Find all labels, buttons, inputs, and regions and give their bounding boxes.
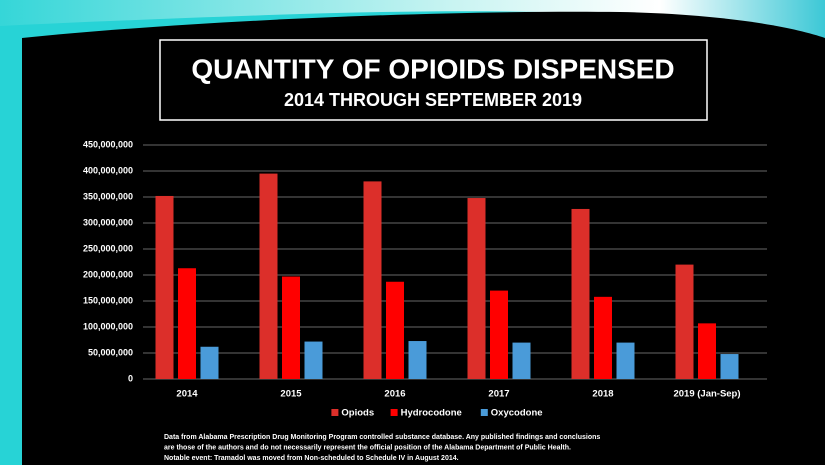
x-tick-label: 2015 — [280, 389, 302, 400]
y-tick-label: 150,000,000 — [83, 295, 133, 305]
bar — [675, 264, 694, 379]
x-tick-label: 2017 — [488, 389, 509, 400]
chart-subtitle: 2014 THROUGH SEPTEMBER 2019 — [284, 90, 582, 110]
legend-label: Oxycodone — [491, 408, 543, 419]
y-tick-label: 50,000,000 — [88, 347, 133, 357]
x-tick-label: 2019 (Jan-Sep) — [673, 389, 740, 400]
bar — [282, 276, 300, 379]
bar — [490, 290, 508, 379]
bar — [178, 268, 196, 379]
footnote: are those of the authors and do not nece… — [164, 444, 571, 451]
bar — [720, 354, 739, 379]
bar — [467, 198, 486, 379]
bar — [408, 341, 427, 379]
bar — [571, 208, 590, 379]
legend-label: Hydrocodone — [401, 408, 462, 419]
title-box — [159, 39, 708, 121]
bar — [259, 173, 278, 379]
bar — [698, 323, 716, 379]
legend-swatch — [480, 409, 488, 416]
bar — [616, 342, 635, 379]
y-tick-label: 450,000,000 — [83, 139, 133, 149]
x-tick-label: 2018 — [592, 389, 613, 400]
y-tick-label: 300,000,000 — [83, 217, 133, 227]
top-swoosh — [0, 0, 825, 40]
legend-swatch — [390, 409, 398, 416]
x-tick-label: 2014 — [176, 389, 198, 400]
y-tick-label: 100,000,000 — [83, 321, 133, 331]
bar — [363, 181, 382, 379]
y-tick-label: 250,000,000 — [83, 243, 133, 253]
y-tick-label: 0 — [128, 373, 133, 383]
bar — [512, 342, 531, 379]
legend-swatch — [331, 409, 339, 416]
bar — [155, 195, 174, 379]
legend-label: Opiods — [341, 408, 374, 419]
y-tick-label: 350,000,000 — [83, 191, 133, 201]
bar — [386, 281, 404, 379]
bar — [594, 296, 612, 379]
x-tick-label: 2016 — [384, 389, 405, 400]
bar — [200, 346, 219, 379]
bar — [304, 341, 323, 379]
y-tick-label: 400,000,000 — [83, 165, 133, 175]
y-tick-label: 200,000,000 — [83, 269, 133, 279]
footnote: Notable event: Tramadol was moved from N… — [164, 455, 459, 462]
chart-title: QUANTITY OF OPIOIDS DISPENSED — [191, 53, 674, 84]
footnote: Data from Alabama Prescription Drug Moni… — [164, 434, 600, 441]
